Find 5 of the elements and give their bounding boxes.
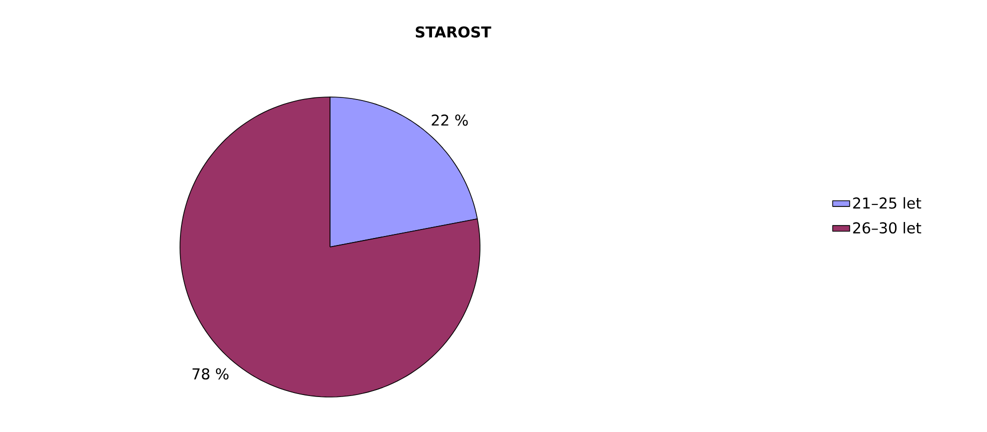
chart-title: STAROST: [416, 26, 492, 38]
data-label: 78 %: [192, 368, 228, 380]
legend-label: 26–30 let: [853, 222, 922, 234]
legend-label: 21–25 let: [853, 197, 922, 209]
data-label: 22 %: [432, 114, 468, 126]
